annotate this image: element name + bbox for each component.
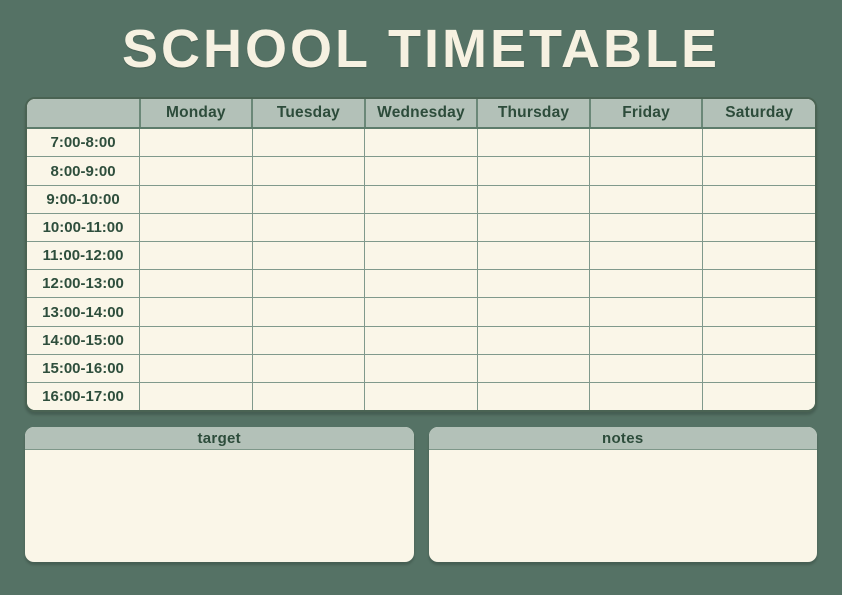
time-slot-label: 10:00-11:00 xyxy=(27,212,141,243)
timetable-cell[interactable] xyxy=(364,325,478,355)
target-panel: target xyxy=(25,427,414,562)
timetable-cell[interactable] xyxy=(476,212,591,243)
time-slot-label: 8:00-9:00 xyxy=(27,156,141,186)
timetable-cell[interactable] xyxy=(251,127,366,158)
timetable-cell[interactable] xyxy=(589,156,703,186)
timetable-row: 12:00-13:00 xyxy=(27,269,815,299)
timetable-cell[interactable] xyxy=(364,297,478,327)
day-header-tuesday: Tuesday xyxy=(251,99,365,129)
timetable-cell[interactable] xyxy=(139,127,253,158)
day-header-wednesday: Wednesday xyxy=(363,99,478,129)
timetable-cell[interactable] xyxy=(476,241,591,271)
timetable-row: 8:00-9:00 xyxy=(27,156,815,186)
timetable: Monday Tuesday Wednesday Thursday Friday… xyxy=(25,97,817,412)
timetable-cell[interactable] xyxy=(364,269,478,299)
time-slot-label: 13:00-14:00 xyxy=(27,297,141,327)
timetable-cell[interactable] xyxy=(701,381,815,410)
day-header-saturday: Saturday xyxy=(701,99,815,129)
time-slot-label: 7:00-8:00 xyxy=(27,127,141,158)
notes-panel: notes xyxy=(428,427,818,562)
timetable-cell[interactable] xyxy=(701,156,815,186)
time-slot-label: 11:00-12:00 xyxy=(27,241,141,271)
timetable-cell[interactable] xyxy=(476,297,591,327)
timetable-cell[interactable] xyxy=(701,297,815,327)
timetable-cell[interactable] xyxy=(701,353,815,383)
timetable-cell[interactable] xyxy=(364,156,478,186)
time-slot-label: 16:00-17:00 xyxy=(27,381,141,410)
target-panel-header: target xyxy=(25,427,414,450)
timetable-cell[interactable] xyxy=(251,297,366,327)
timetable-cell[interactable] xyxy=(251,269,366,299)
timetable-row: 7:00-8:00 xyxy=(27,127,815,158)
time-slot-label: 15:00-16:00 xyxy=(27,353,141,383)
timetable-cell[interactable] xyxy=(589,325,703,355)
time-slot-label: 14:00-15:00 xyxy=(27,325,141,355)
timetable-cell[interactable] xyxy=(476,269,591,299)
timetable-cell[interactable] xyxy=(476,127,591,158)
notes-panel-body[interactable] xyxy=(429,450,818,560)
timetable-cell[interactable] xyxy=(476,381,591,410)
timetable-cell[interactable] xyxy=(476,184,591,214)
timetable-cell[interactable] xyxy=(364,381,478,410)
time-slot-label: 9:00-10:00 xyxy=(27,184,141,214)
day-header-thursday: Thursday xyxy=(476,99,590,129)
timetable-cell[interactable] xyxy=(251,156,366,186)
timetable-cell[interactable] xyxy=(364,241,478,271)
timetable-cell[interactable] xyxy=(139,156,253,186)
timetable-row: 10:00-11:00 xyxy=(27,212,815,243)
timetable-cell[interactable] xyxy=(364,184,478,214)
timetable-cell[interactable] xyxy=(251,241,366,271)
timetable-cell[interactable] xyxy=(139,184,253,214)
timetable-header-row: Monday Tuesday Wednesday Thursday Friday… xyxy=(27,99,815,129)
timetable-header: Monday Tuesday Wednesday Thursday Friday… xyxy=(27,99,815,129)
timetable-cell[interactable] xyxy=(364,127,478,158)
day-header-monday: Monday xyxy=(138,99,253,129)
timetable-row: 15:00-16:00 xyxy=(27,353,815,383)
timetable-cell[interactable] xyxy=(589,353,703,383)
timetable-cell[interactable] xyxy=(139,381,253,410)
timetable-cell[interactable] xyxy=(589,212,703,243)
timetable-cell[interactable] xyxy=(139,241,253,271)
timetable-cell[interactable] xyxy=(701,269,815,299)
timetable-cell[interactable] xyxy=(701,325,815,355)
timetable-cell[interactable] xyxy=(701,212,815,243)
timetable-cell[interactable] xyxy=(589,241,703,271)
timetable-cell[interactable] xyxy=(251,353,366,383)
timetable-cell[interactable] xyxy=(589,269,703,299)
timetable-cell[interactable] xyxy=(139,297,253,327)
timetable-cell[interactable] xyxy=(476,325,591,355)
timetable-row: 16:00-17:00 xyxy=(27,381,815,410)
timetable-cell[interactable] xyxy=(476,156,591,186)
timetable-cell[interactable] xyxy=(139,325,253,355)
timetable-row: 14:00-15:00 xyxy=(27,325,815,355)
timetable-cell[interactable] xyxy=(139,269,253,299)
notes-panel-header: notes xyxy=(428,427,817,450)
timetable-row: 9:00-10:00 xyxy=(27,184,815,214)
timetable-cell[interactable] xyxy=(701,241,815,271)
timetable-cell[interactable] xyxy=(251,184,366,214)
time-slot-label: 12:00-13:00 xyxy=(27,269,141,299)
timetable-cell[interactable] xyxy=(364,212,478,243)
timetable-cell[interactable] xyxy=(139,212,253,243)
timetable-row: 13:00-14:00 xyxy=(27,297,815,327)
timetable-cell[interactable] xyxy=(251,325,366,355)
timetable-cell[interactable] xyxy=(701,127,815,158)
timetable-cell[interactable] xyxy=(701,184,815,214)
timetable-cell[interactable] xyxy=(251,381,366,410)
timetable-cell[interactable] xyxy=(139,353,253,383)
timetable-row: 11:00-12:00 xyxy=(27,241,815,271)
timetable-cell[interactable] xyxy=(589,297,703,327)
timetable-cell[interactable] xyxy=(589,381,703,410)
page-title: SCHOOL TIMETABLE xyxy=(122,19,720,79)
timetable-cell[interactable] xyxy=(589,127,703,158)
timetable-cell[interactable] xyxy=(476,353,591,383)
timetable-cell[interactable] xyxy=(364,353,478,383)
day-header-friday: Friday xyxy=(588,99,703,129)
timetable-corner-cell xyxy=(27,99,140,129)
target-panel-body[interactable] xyxy=(25,450,414,560)
timetable-cell[interactable] xyxy=(251,212,366,243)
bottom-panels: target notes xyxy=(25,427,817,562)
timetable-cell[interactable] xyxy=(589,184,703,214)
